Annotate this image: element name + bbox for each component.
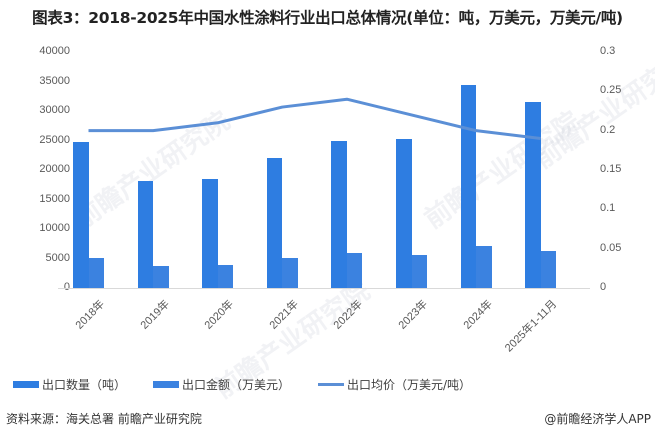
y-axis-right-tick: 0.05 bbox=[600, 241, 622, 254]
source-note: 资料来源：海关总署 前瞻产业研究院 bbox=[6, 412, 202, 426]
y-axis-left-tick: 25000 bbox=[39, 133, 70, 146]
y-axis-left-tick: 40000 bbox=[39, 45, 70, 57]
y-axis-right-tick: 0.1 bbox=[600, 202, 616, 215]
legend-item-amount[interactable]: 出口金额（万美元） bbox=[153, 376, 290, 393]
legend-swatch-price bbox=[318, 383, 344, 386]
y-axis-left-tick: 10000 bbox=[39, 222, 70, 234]
legend-item-quantity[interactable]: 出口数量（吨） bbox=[13, 376, 126, 393]
bar-amount[interactable] bbox=[217, 264, 234, 288]
brand-credit: @前瞻经济学人APP bbox=[544, 412, 651, 426]
bar-amount[interactable] bbox=[153, 266, 169, 288]
bar-amount[interactable] bbox=[88, 257, 104, 288]
y-axis-left-tick: 35000 bbox=[39, 74, 70, 87]
y-axis-left-tick: 0 bbox=[63, 281, 70, 293]
bar-amount[interactable] bbox=[476, 246, 492, 288]
y-axis-right-tick: 0 bbox=[600, 281, 607, 293]
bar-amount[interactable] bbox=[540, 251, 557, 288]
y-axis-left-tick: 15000 bbox=[39, 192, 70, 205]
bar-quantity[interactable] bbox=[525, 101, 541, 288]
legend-label-quantity: 出口数量（吨） bbox=[42, 378, 127, 392]
bar-quantity[interactable] bbox=[331, 140, 347, 288]
x-axis-line bbox=[58, 288, 590, 289]
y-axis-left-tick: 5000 bbox=[45, 251, 70, 264]
legend-swatch-amount bbox=[153, 381, 179, 388]
bar-quantity[interactable] bbox=[73, 141, 89, 288]
y-axis-left-tick: 20000 bbox=[39, 163, 70, 175]
bar-quantity[interactable] bbox=[266, 157, 283, 288]
legend-label-price: 出口均价（万美元/吨） bbox=[347, 378, 472, 392]
y-axis-right-tick: 0.2 bbox=[600, 123, 616, 136]
bar-quantity[interactable] bbox=[202, 179, 218, 288]
y-axis-left-tick: 30000 bbox=[39, 104, 70, 116]
bar-amount[interactable] bbox=[282, 257, 298, 288]
bar-amount[interactable] bbox=[346, 253, 363, 288]
bar-quantity[interactable] bbox=[460, 85, 477, 288]
bar-quantity[interactable] bbox=[396, 138, 412, 288]
legend-label-amount: 出口金额（万美元） bbox=[182, 378, 291, 392]
y-axis-right-tick: 0.25 bbox=[600, 84, 622, 97]
y-axis-right-tick: 0.15 bbox=[600, 163, 622, 175]
legend-swatch-quantity bbox=[13, 381, 39, 388]
chart-title: 图表3：2018-2025年中国水性涂料行业出口总体情况(单位：吨，万美元，万美… bbox=[32, 9, 623, 27]
bar-amount[interactable] bbox=[411, 254, 427, 288]
bar-quantity[interactable] bbox=[137, 180, 154, 288]
legend-item-price[interactable]: 出口均价（万美元/吨） bbox=[318, 376, 471, 393]
y-axis-right-tick: 0.3 bbox=[600, 45, 616, 57]
